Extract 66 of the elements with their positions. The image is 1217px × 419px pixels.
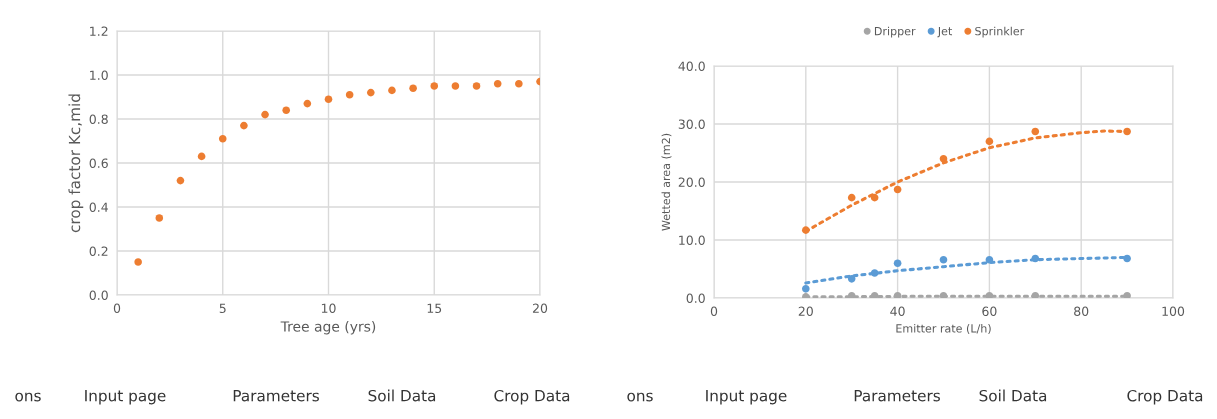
- y-tick-label: 10.0: [679, 235, 705, 245]
- point: [430, 82, 439, 90]
- text: Parameters: [854, 390, 940, 402]
- text: Crop Data: [494, 389, 570, 405]
- point: [197, 152, 206, 161]
- x-tick-label: 10: [321, 303, 336, 314]
- point: [345, 91, 354, 99]
- point: [134, 258, 142, 266]
- point: [176, 176, 185, 185]
- point: [451, 82, 460, 90]
- y-axis-title: crop factor Kc,mid: [68, 94, 84, 233]
- y-axis-title: Wetted area (m2): [661, 133, 672, 231]
- y-tick-label: 0.8: [89, 114, 108, 124]
- point: [303, 99, 312, 108]
- point: [155, 214, 164, 222]
- text: ons: [627, 392, 653, 402]
- point: [367, 88, 375, 97]
- x-tick-label: 20: [798, 306, 813, 317]
- point: [515, 80, 523, 88]
- y-tick-label: 40.0: [678, 61, 705, 71]
- x-tick-label: 80: [1074, 306, 1089, 317]
- text: Parameters: [233, 390, 319, 402]
- y-tick-label: 1.2: [90, 26, 108, 36]
- x-tick-label: 15: [427, 303, 442, 314]
- text: Input page: [85, 390, 166, 405]
- text: Input page: [706, 390, 787, 405]
- point: [985, 137, 994, 146]
- text: Crop Data: [1127, 389, 1203, 405]
- y-tick-label: 0.4: [89, 202, 108, 212]
- point: [847, 193, 856, 202]
- y-tick-label: 0.2: [89, 246, 108, 256]
- point: [261, 110, 269, 119]
- legend-label: Jet: [937, 27, 953, 38]
- y-tick-label: 0.0: [89, 290, 108, 300]
- y-tick-label: 0.0: [686, 293, 705, 303]
- x-tick-label: 40: [890, 306, 905, 317]
- text: Soil Data: [368, 389, 436, 402]
- y-tick-label: 1.0: [90, 70, 108, 80]
- x-tick-label: 5: [219, 303, 226, 314]
- point: [472, 82, 481, 90]
- point: [218, 135, 227, 143]
- x-tick-label: 100: [1162, 306, 1185, 317]
- point: [240, 121, 248, 130]
- point: [324, 95, 333, 103]
- legend-label: Sprinkler: [975, 26, 1025, 38]
- point: [388, 86, 396, 95]
- text: Soil Data: [979, 389, 1047, 402]
- point: [282, 106, 290, 114]
- y-tick-label: 0.6: [89, 158, 108, 168]
- point: [939, 255, 948, 264]
- point: [409, 84, 417, 92]
- x-axis-title: Tree age (yrs): [280, 321, 376, 335]
- y-tick-label: 20.0: [678, 177, 705, 187]
- x-tick-label: 0: [710, 306, 718, 317]
- x-tick-label: 60: [982, 306, 997, 317]
- text: ons: [15, 392, 41, 402]
- y-tick-label: 30.0: [678, 119, 705, 129]
- legend-label: Dripper: [874, 26, 916, 38]
- x-tick-label: 0: [113, 303, 121, 314]
- x-tick-label: 20: [532, 303, 548, 314]
- point: [1031, 127, 1040, 136]
- point: [893, 185, 902, 194]
- x-axis-title: Emitter rate (L/h): [896, 323, 991, 334]
- point: [893, 259, 902, 267]
- point: [802, 284, 810, 293]
- point: [493, 80, 502, 88]
